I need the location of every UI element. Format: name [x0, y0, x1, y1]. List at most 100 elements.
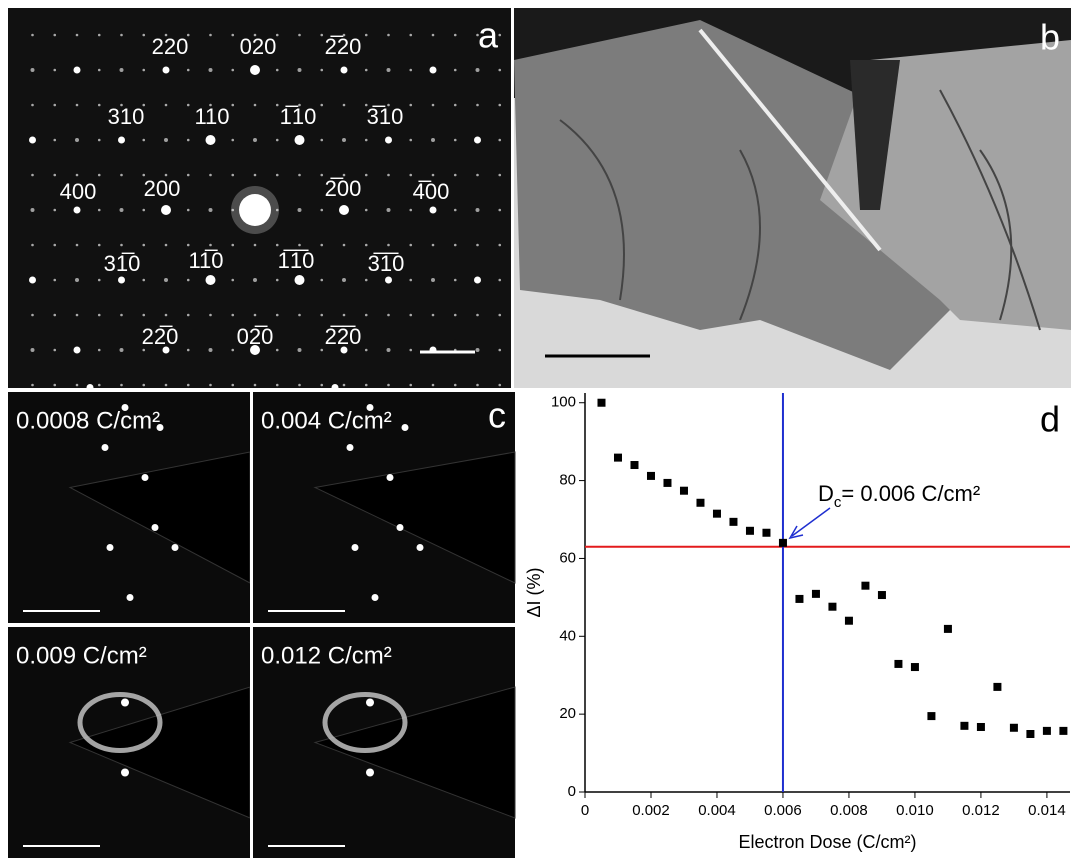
weak-spot — [454, 34, 457, 37]
x-tick-label: 0.004 — [698, 802, 736, 819]
data-point — [828, 603, 836, 611]
spot — [474, 277, 481, 284]
weak-spot — [165, 384, 168, 387]
x-tick-label: 0.008 — [830, 802, 868, 819]
spot — [431, 278, 435, 282]
weak-spot — [454, 384, 457, 387]
weak-spot — [276, 384, 279, 387]
y-tick-label: 80 — [559, 472, 576, 489]
spot — [347, 444, 354, 451]
panel-label: c — [488, 395, 506, 436]
spot — [387, 208, 391, 212]
weak-spot — [142, 209, 145, 212]
weak-spot — [53, 174, 56, 177]
data-point — [927, 712, 935, 720]
weak-spot — [365, 34, 368, 37]
spot-index: 22̅0 — [142, 324, 179, 349]
weak-spot — [231, 349, 234, 352]
weak-spot — [53, 209, 56, 212]
spot-index: 220 — [152, 34, 189, 59]
weak-spot — [409, 104, 412, 107]
weak-spot — [209, 384, 212, 387]
weak-spot — [498, 139, 501, 142]
spot — [121, 769, 129, 777]
panel-label: a — [478, 15, 499, 56]
weak-spot — [53, 349, 56, 352]
weak-spot — [53, 314, 56, 317]
weak-spot — [298, 384, 301, 387]
spot — [74, 347, 81, 354]
spot — [206, 135, 216, 145]
spot-index: 4̅00 — [413, 179, 450, 204]
spot-index: 200 — [144, 176, 181, 201]
spot-index: 3̅10 — [367, 104, 404, 129]
weak-spot — [31, 314, 34, 317]
spot — [161, 205, 171, 215]
spot — [385, 137, 392, 144]
weak-spot — [454, 314, 457, 317]
weak-spot — [387, 244, 390, 247]
weak-spot — [276, 244, 279, 247]
data-point — [713, 510, 721, 518]
weak-spot — [142, 314, 145, 317]
weak-spot — [432, 384, 435, 387]
weak-spot — [142, 279, 145, 282]
weak-spot — [276, 139, 279, 142]
y-tick-label: 100 — [551, 394, 576, 411]
weak-spot — [432, 174, 435, 177]
weak-spot — [498, 244, 501, 247]
spot — [431, 138, 435, 142]
spot-index: 2̅00 — [325, 176, 362, 201]
weak-spot — [98, 349, 101, 352]
weak-spot — [276, 314, 279, 317]
data-point — [861, 582, 869, 590]
central-glow — [231, 186, 279, 234]
spot — [341, 67, 348, 74]
spot — [476, 208, 480, 212]
spot-index: 2̅2̅0 — [325, 324, 362, 349]
weak-spot — [254, 104, 257, 107]
weak-spot — [298, 34, 301, 37]
spot — [209, 68, 213, 72]
y-tick-label: 40 — [559, 627, 576, 644]
weak-spot — [31, 34, 34, 37]
weak-spot — [432, 104, 435, 107]
weak-spot — [187, 139, 190, 142]
weak-spot — [320, 384, 323, 387]
data-point — [614, 454, 622, 462]
spot — [332, 384, 339, 391]
spot-index: 31̅0 — [104, 251, 141, 276]
x-axis-label: Electron Dose (C/cm²) — [738, 832, 916, 852]
spot — [121, 699, 129, 707]
weak-spot — [120, 174, 123, 177]
spot-index: 310 — [108, 104, 145, 129]
weak-spot — [187, 279, 190, 282]
weak-spot — [409, 209, 412, 212]
spot — [120, 68, 124, 72]
weak-spot — [343, 104, 346, 107]
weak-spot — [187, 349, 190, 352]
weak-spot — [320, 69, 323, 72]
spot — [164, 138, 168, 142]
weak-spot — [187, 384, 190, 387]
spot — [397, 524, 404, 531]
spot — [142, 474, 149, 481]
panel-label: d — [1040, 399, 1060, 440]
spot-index: 11̅0 — [188, 248, 223, 273]
weak-spot — [498, 69, 501, 72]
weak-spot — [343, 244, 346, 247]
spot — [298, 68, 302, 72]
weak-spot — [476, 314, 479, 317]
weak-spot — [209, 244, 212, 247]
weak-spot — [209, 314, 212, 317]
spot — [342, 138, 346, 142]
spot — [474, 137, 481, 144]
data-point — [911, 663, 919, 671]
figure: 2200202̅203101101̅103̅104002002̅004̅0031… — [0, 0, 1071, 858]
x-tick-label: 0.012 — [962, 802, 1000, 819]
spot — [102, 444, 109, 451]
spot-index: 2̅20 — [325, 34, 362, 59]
weak-spot — [320, 104, 323, 107]
data-point — [663, 479, 671, 487]
data-point — [1059, 727, 1067, 735]
